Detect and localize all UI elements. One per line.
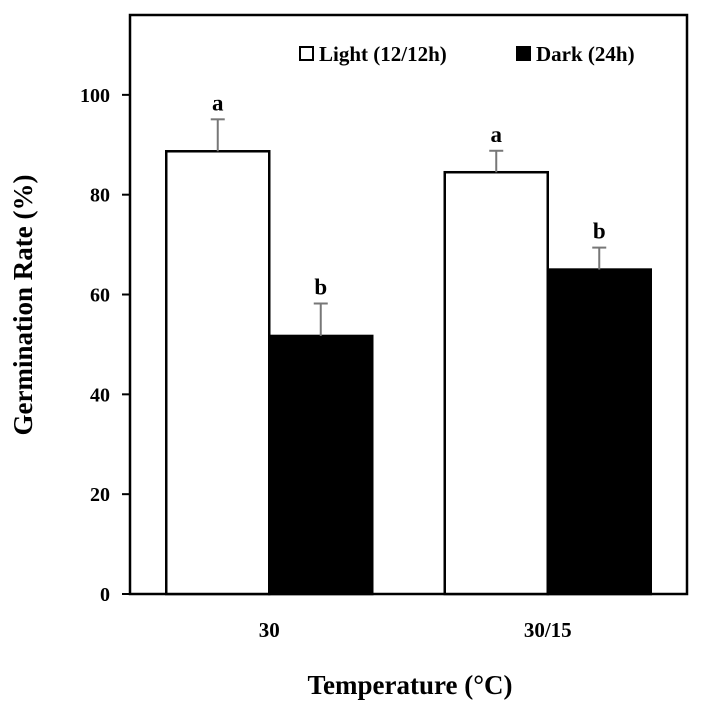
y-tick-label-0: 0 — [100, 584, 110, 606]
legend: Light (12/12h) Dark (24h) — [299, 42, 635, 66]
legend-label-light: Light (12/12h) — [319, 42, 447, 66]
y-tick-label-5: 100 — [80, 85, 110, 107]
significance-label-0-1: a — [491, 122, 503, 147]
plot-frame — [128, 13, 689, 596]
y-tick-label-4: 80 — [90, 185, 110, 207]
bar-light-1 — [443, 170, 549, 596]
y-axis-title: Germination Rate (%) — [8, 175, 38, 436]
y-tick-label-3: 60 — [90, 285, 110, 307]
y-tick-label-1: 20 — [90, 484, 110, 506]
significance-label-1-0: b — [314, 275, 327, 300]
bars-layer: a b a b — [165, 90, 652, 596]
significance-label-1-1: b — [593, 219, 606, 244]
bar-dark-0 — [268, 334, 374, 596]
x-axis-title: Temperature (°C) — [307, 670, 512, 700]
x-tick-label-0: 30 — [259, 618, 280, 642]
x-tick-label-1: 30/15 — [524, 618, 572, 642]
y-axis-ticks: 0 20 40 60 80 100 — [80, 85, 130, 606]
bar-dark-1 — [546, 268, 652, 596]
legend-swatch-dark — [516, 46, 531, 61]
legend-label-dark: Dark (24h) — [536, 42, 635, 66]
bar-light-0 — [165, 150, 271, 596]
y-tick-label-2: 40 — [90, 384, 110, 406]
x-axis-ticks: 30 30/15 — [259, 618, 572, 642]
legend-swatch-light — [299, 46, 314, 61]
significance-label-0-0: a — [212, 90, 224, 115]
